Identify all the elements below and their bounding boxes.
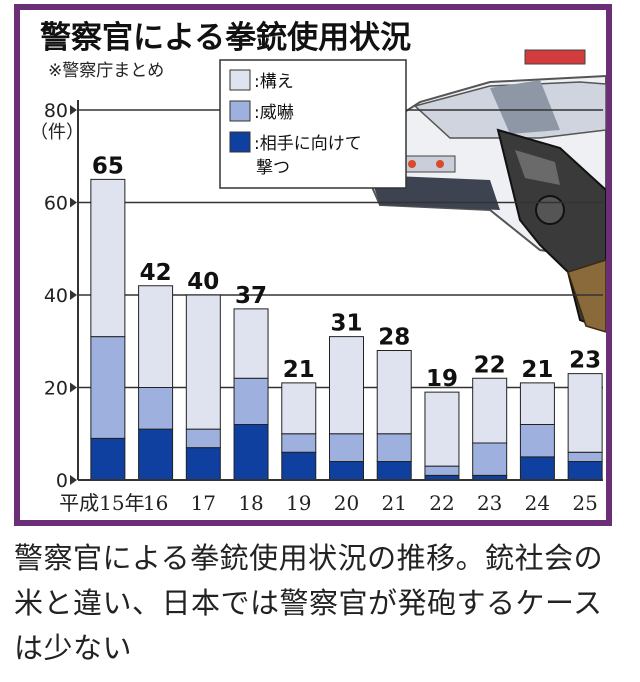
bar-shoot-4 (281, 451, 317, 481)
chart-frame: 0 20 40 60 80 65 平成15年 42 16 40 17 37 18 21 19 31 20 28 2… (14, 4, 612, 526)
chart-title: 警察官による拳銃使用状況 (40, 20, 411, 56)
y-tick-mark-80 (70, 105, 77, 115)
x-tick-label-9: 24 (525, 491, 550, 515)
y-tick-mark-20 (70, 382, 77, 393)
bar-shoot-3 (233, 424, 269, 481)
y-tick-label-0: 0 (56, 470, 68, 492)
bar-hold-2 (185, 294, 221, 430)
legend-label-shoot-line2: 撃つ (256, 158, 290, 178)
source-note: ※警察庁まとめ (48, 61, 164, 81)
bar-total-label-5: 31 (330, 311, 362, 337)
y-tick-mark-60 (70, 197, 77, 208)
x-tick-label-6: 21 (382, 491, 407, 515)
x-tick-label-2: 17 (191, 491, 216, 515)
bar-total-label-2: 40 (187, 269, 219, 295)
y-tick-mark-40 (70, 290, 77, 300)
y-tick-label-80: 80 (44, 100, 68, 122)
bar-shoot-0 (90, 437, 126, 481)
bar-shoot-1 (138, 428, 174, 481)
bar-threat-6 (376, 433, 412, 462)
legend-swatch-threat (229, 100, 251, 122)
x-tick-label-5: 20 (334, 491, 359, 515)
x-tick-label-3: 18 (238, 491, 263, 515)
bar-shoot-5 (329, 461, 364, 481)
bar-hold-6 (376, 350, 412, 435)
chart: 0 20 40 60 80 65 平成15年 42 16 40 17 37 18 21 19 31 20 28 2… (30, 20, 606, 515)
bar-hold-0 (90, 178, 126, 338)
bar-hold-4 (281, 382, 317, 435)
bar-threat-2 (185, 428, 221, 449)
y-tick-mark-0 (70, 475, 77, 485)
legend-label-hold: :構え (254, 72, 294, 92)
bar-shoot-10 (567, 461, 603, 481)
bar-total-label-6: 28 (378, 325, 410, 351)
bar-total-label-3: 37 (235, 283, 267, 309)
bar-total-label-8: 22 (474, 352, 506, 378)
bar-total-label-10: 23 (569, 348, 601, 374)
bar-total-label-7: 19 (426, 366, 458, 392)
bar-hold-5 (329, 336, 364, 435)
y-unit-label: （件） (30, 122, 84, 143)
bar-threat-9 (519, 424, 555, 458)
caption: 警察官による拳銃使用状況の推移。銃社会の米と違い、日本では警察官が発砲するケース… (14, 541, 604, 665)
legend-swatch-shoot (229, 131, 251, 153)
x-tick-label-7: 22 (429, 491, 454, 515)
legend: :構え :威嚇 :相手に向けて 撃つ (219, 59, 407, 189)
revolver-icon (496, 128, 606, 333)
bar-hold-3 (233, 308, 269, 379)
bar-hold-10 (567, 373, 603, 453)
x-tick-label-0: 平成15年 (59, 491, 144, 515)
bar-shoot-9 (519, 456, 555, 481)
bar-hold-1 (138, 285, 174, 388)
bar-threat-10 (567, 451, 603, 462)
y-tick-label-60: 60 (44, 193, 68, 215)
bar-shoot-2 (185, 447, 221, 481)
x-tick-label-10: 25 (572, 491, 597, 515)
bar-threat-4 (281, 433, 317, 453)
bar-threat-1 (138, 387, 174, 430)
bar-threat-3 (233, 377, 269, 425)
bar-threat-8 (472, 442, 508, 476)
bar-threat-0 (90, 336, 126, 439)
bar-threat-5 (329, 433, 364, 462)
legend-label-shoot: :相手に向けて (254, 134, 362, 154)
x-tick-label-8: 23 (477, 491, 502, 515)
x-tick-label-1: 16 (143, 491, 168, 515)
bar-hold-9 (519, 382, 555, 425)
bar-hold-7 (424, 391, 460, 467)
y-tick-label-20: 20 (44, 378, 68, 400)
bar-shoot-6 (376, 461, 412, 481)
x-tick-label-4: 19 (286, 491, 311, 515)
bar-threat-7 (424, 465, 460, 476)
legend-swatch-hold (229, 69, 251, 91)
bar-total-label-9: 21 (521, 357, 553, 383)
y-tick-label-40: 40 (44, 285, 68, 307)
bar-total-label-1: 42 (140, 260, 172, 286)
bar-hold-8 (472, 377, 508, 444)
bar-total-label-4: 21 (283, 357, 315, 383)
bar-total-label-0: 65 (92, 153, 124, 179)
legend-label-threat: :威嚇 (254, 103, 294, 123)
